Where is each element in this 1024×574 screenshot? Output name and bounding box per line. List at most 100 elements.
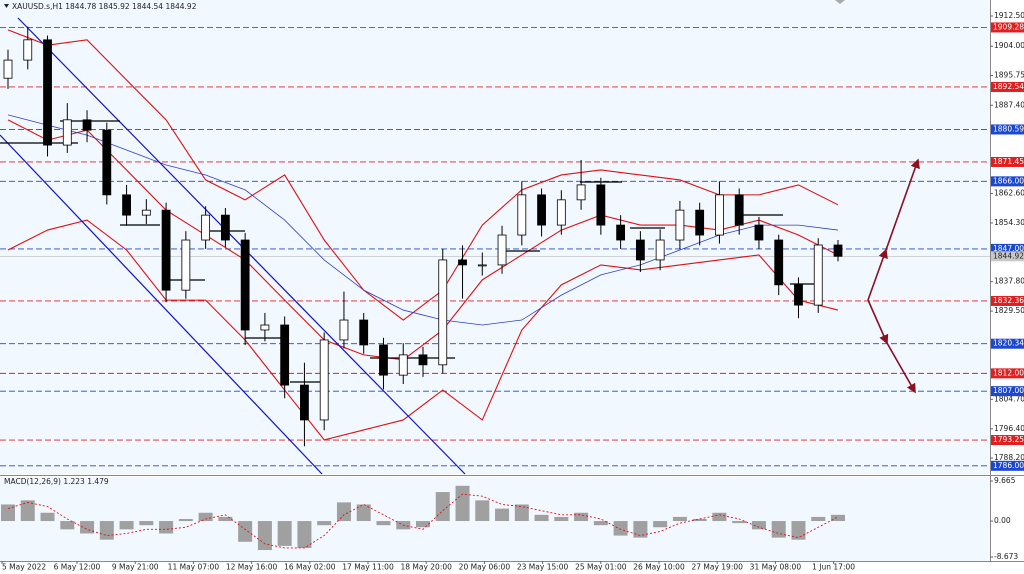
- macd-bar: [712, 512, 727, 522]
- candle-body: [43, 39, 52, 146]
- y-tick-label: 1854.30: [994, 218, 1024, 227]
- candle-body: [102, 129, 112, 196]
- macd-bar: [20, 500, 35, 522]
- macd-bar: [554, 516, 569, 522]
- header-icon: [4, 4, 9, 8]
- x-tick-label: 6 May 12:00: [54, 563, 101, 572]
- candle-body: [556, 199, 566, 226]
- x-tick-label: 25 May 01:00: [575, 563, 627, 572]
- candle-body: [181, 239, 191, 291]
- candle-body: [240, 239, 250, 331]
- candle-body: [260, 324, 270, 331]
- macd-bar: [99, 521, 114, 540]
- macd-bar: [574, 512, 589, 522]
- level-label-box: [991, 176, 1024, 187]
- level-label-box: [991, 156, 1024, 167]
- candle-body: [359, 319, 369, 346]
- macd-bar: [751, 521, 766, 530]
- candle-body: [438, 259, 448, 366]
- candle-body: [62, 119, 72, 146]
- level-label-box: [991, 295, 1024, 306]
- candle-body: [675, 209, 685, 241]
- macd-bar: [277, 521, 292, 546]
- candle-body: [833, 244, 843, 257]
- macd-bar: [218, 516, 233, 522]
- level-label-box: [991, 81, 1024, 92]
- y-tick-label: 1895.75: [994, 71, 1024, 80]
- macd-bar: [811, 516, 826, 522]
- level-label: 1812.00: [993, 368, 1024, 377]
- macd-bar: [455, 485, 470, 522]
- candle-body: [141, 209, 151, 216]
- macd-bar: [633, 521, 648, 538]
- level-label: 1866.00: [993, 176, 1024, 185]
- macd-bar: [119, 521, 134, 530]
- level-label: 1871.45: [993, 157, 1024, 166]
- candles: [3, 26, 843, 447]
- macd-bar: [139, 521, 154, 526]
- macd-bar: [534, 514, 549, 522]
- level-label-box: [991, 338, 1024, 349]
- candle-body: [161, 209, 171, 291]
- candle-body: [616, 224, 626, 241]
- level-label: 1880.59: [993, 124, 1024, 133]
- macd-bar: [613, 521, 628, 536]
- x-tick-label: 31 May 08:00: [750, 563, 802, 572]
- candle-body: [734, 194, 744, 226]
- candle-body: [3, 59, 13, 79]
- candle-body: [537, 194, 546, 226]
- level-label-box: [991, 386, 1024, 397]
- bollinger-lower: [7, 219, 839, 441]
- level-label: 1832.36: [993, 296, 1024, 305]
- macd-bar: [672, 516, 687, 522]
- macd-bar: [80, 521, 95, 534]
- y-tick-label: 1862.60: [994, 188, 1024, 197]
- candle-body: [774, 239, 784, 286]
- candle-body: [695, 209, 705, 236]
- candle-body: [458, 259, 467, 266]
- macd-bar: [1, 504, 15, 522]
- candle-body: [280, 324, 290, 386]
- macd-bar: [336, 502, 351, 522]
- candle-body: [319, 339, 329, 421]
- x-tick-label: 12 May 16:00: [226, 563, 278, 572]
- x-tick-label: 27 May 19:00: [691, 563, 743, 572]
- candle-body: [517, 194, 527, 236]
- level-label: 1820.34: [993, 339, 1024, 348]
- shift-marker: [835, 0, 845, 4]
- macd-bar: [178, 518, 193, 522]
- x-tick-label: 23 May 15:00: [517, 563, 569, 572]
- candle-body: [398, 354, 408, 376]
- candle-body: [220, 214, 230, 241]
- last-price-label: 1844.92: [993, 251, 1024, 260]
- candle-body: [596, 184, 606, 226]
- scenario-arrows: [867, 158, 920, 394]
- macd-bar: [297, 521, 312, 548]
- macd-bar: [238, 521, 253, 542]
- level-label: 1892.54: [993, 82, 1024, 91]
- last-price-box: [991, 251, 1024, 262]
- macd-bar: [771, 521, 786, 538]
- x-tick-label: 18 May 20:00: [400, 563, 452, 572]
- candle-body: [122, 194, 131, 216]
- macd-bar: [593, 521, 608, 526]
- x-tick-label: 9 May 21:00: [112, 563, 159, 572]
- y-tick-label: 1837.80: [994, 277, 1024, 286]
- y-tick-label: 1804.70: [994, 394, 1024, 403]
- y-tick-label: 1887.40: [994, 100, 1024, 109]
- macd-bar: [495, 508, 510, 522]
- macd-label: MACD(12,26,9) 1.223 1.479: [4, 477, 109, 486]
- macd-bar: [475, 500, 490, 522]
- macd-bar: [159, 521, 174, 534]
- level-label-box: [991, 22, 1024, 33]
- candle-body: [794, 284, 803, 306]
- main-pane: [0, 0, 990, 474]
- macd-bar: [40, 512, 55, 522]
- bollinger-upper: [7, 29, 839, 321]
- macd-bar: [376, 521, 391, 526]
- candle-body: [635, 239, 645, 261]
- macd-bar: [416, 521, 430, 528]
- chart-header: XAUUSD.s,H1 1844.78 1845.92 1844.54 1844…: [12, 2, 197, 11]
- x-tick-label: 26 May 10:00: [633, 563, 685, 572]
